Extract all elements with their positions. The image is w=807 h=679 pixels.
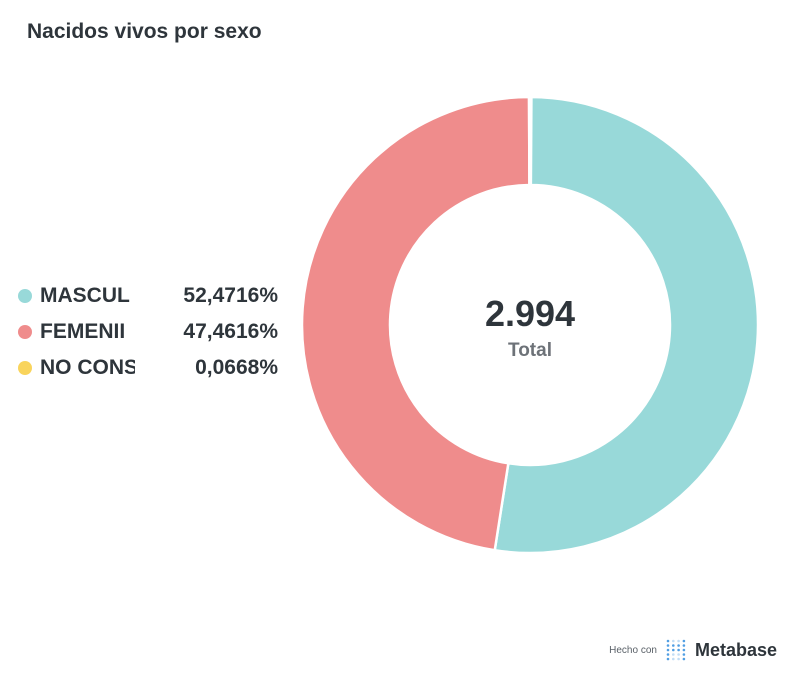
legend-label: NO CONS bbox=[40, 356, 135, 379]
donut-chart: 2.994 Total bbox=[300, 95, 760, 555]
donut-slice-femenii[interactable] bbox=[300, 95, 531, 552]
legend-item-masculino[interactable]: MASCUL 52,4716% bbox=[18, 278, 278, 314]
legend-label: FEMENII bbox=[40, 320, 126, 343]
legend-dot-no-consta bbox=[18, 361, 32, 375]
legend-value: 47,4616% bbox=[183, 320, 278, 343]
legend-value: 52,4716% bbox=[183, 284, 278, 307]
metabase-brand: Metabase bbox=[694, 639, 777, 660]
chart-title: Nacidos vivos por sexo bbox=[27, 20, 262, 43]
legend-item-no-consta[interactable]: NO CONS 0,0668% bbox=[18, 350, 278, 386]
donut-slice-no-cons[interactable] bbox=[527, 95, 533, 187]
legend-value: 0,0668% bbox=[195, 356, 278, 379]
donut-svg bbox=[300, 95, 760, 555]
legend-dot-masculino bbox=[18, 289, 32, 303]
legend-label: MASCUL bbox=[40, 284, 130, 307]
donut-slice-mascul[interactable] bbox=[493, 95, 760, 555]
legend-dot-femenino bbox=[18, 325, 32, 339]
chart-legend: MASCUL 52,4716% FEMENII 47,4616% NO CONS… bbox=[18, 278, 278, 386]
legend-item-femenino[interactable]: FEMENII 47,4616% bbox=[18, 314, 278, 350]
footer-attribution[interactable]: Hecho con Metabase bbox=[609, 639, 777, 661]
metabase-logo-icon bbox=[666, 639, 686, 661]
made-with-text: Hecho con bbox=[609, 644, 657, 656]
